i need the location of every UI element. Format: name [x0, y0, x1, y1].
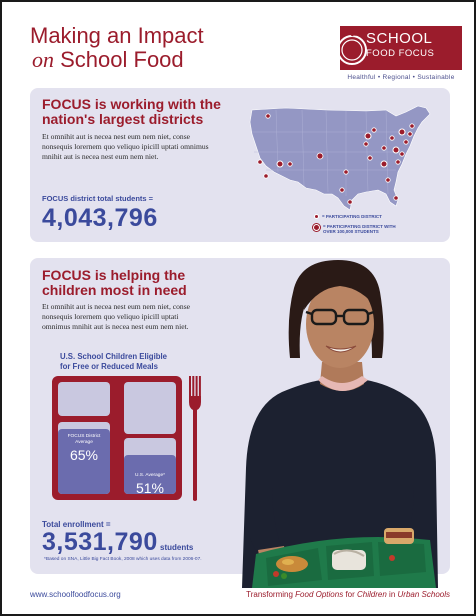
footnote: *Based on SNA, Little Big Fact Book, 200… [44, 557, 202, 562]
district-marker [367, 155, 373, 161]
districts-body-line3: mnihit aut is necea nest eum nem niet. [42, 152, 159, 161]
district-marker [287, 161, 293, 167]
us-bar-fill: U.S. Average* 51% [124, 454, 176, 496]
district-marker [316, 152, 324, 160]
district-marker [399, 151, 405, 157]
focus-caption-line1: FOCUS District [67, 434, 101, 440]
large-district-marker [380, 160, 388, 168]
focus-bar-fill: FOCUS District Average 65% [58, 429, 110, 494]
district-markers [257, 113, 415, 205]
enrollment-unit: students [160, 543, 194, 552]
district-total-value: 4,043,796 [42, 204, 158, 232]
district-marker [265, 113, 271, 119]
title-line2: on School Food [30, 48, 204, 72]
legend-large-line1: = PARTICIPATING DISTRICT WITH [323, 224, 396, 229]
districts-heading-line2: nation's largest districts [42, 111, 204, 127]
legend-large-line2: OVER 100,000 STUDENTS [323, 229, 379, 234]
districts-body-line2: nonsequis lorernem quo veliquo ipicill u… [42, 142, 209, 151]
large-district-marker [392, 146, 400, 154]
slogan-part: for [345, 590, 355, 599]
slogan-part-italic: Food Options [295, 590, 344, 599]
district-marker [339, 187, 345, 193]
districts-heading-line1: FOCUS is working with the [42, 96, 221, 112]
legend-large-district: = PARTICIPATING DISTRICT WITH OVER 100,0… [313, 224, 396, 234]
legend-participating-text: = PARTICIPATING DISTRICT [322, 214, 382, 219]
large-dot-icon [313, 224, 320, 231]
slogan-part: in [389, 590, 396, 599]
focus-bar-track: FOCUS District Average 65% [58, 422, 110, 494]
lunch-tray-chart: FOCUS District Average 65% U.S. Average*… [52, 376, 182, 500]
district-marker [409, 123, 415, 129]
page-title: Making an Impact on School Food [30, 24, 204, 72]
focus-value: 65% [69, 447, 99, 464]
us-bar-track: U.S. Average* 51% [124, 438, 176, 496]
slogan-part: Transforming [246, 590, 293, 599]
tray-compartment [58, 382, 110, 416]
footer-slogan: Transforming Food Options for Children i… [220, 590, 450, 599]
large-district-marker [276, 160, 284, 168]
district-marker [263, 173, 269, 179]
logo-wordmark: SCHOOL FOOD FOCUS [366, 31, 434, 61]
us-map-shape [249, 105, 431, 211]
district-marker [371, 127, 377, 133]
district-marker [347, 199, 353, 205]
district-marker [407, 131, 413, 137]
logo-line1: SCHOOL [366, 30, 433, 47]
district-marker [393, 195, 399, 201]
fork-icon [189, 376, 201, 501]
slogan-part-italic: Urban Schools [397, 590, 450, 599]
us-caption: U.S. Average* [134, 472, 166, 478]
enrollment-value: 3,531,790 [42, 528, 158, 556]
districts-heading: FOCUS is working with the nation's large… [42, 97, 221, 127]
footer-website-link[interactable]: www.schoolfoodfocus.org [30, 590, 121, 599]
district-marker [257, 159, 263, 165]
district-marker [381, 145, 387, 151]
apple-logo-icon [337, 28, 367, 65]
districts-body: Et omnihit aut is necea nest eum nem nie… [42, 132, 209, 162]
focus-caption: FOCUS District Average [58, 434, 110, 446]
us-map [249, 105, 431, 211]
large-district-marker [364, 132, 372, 140]
children-heading-line1: FOCUS is helping the [42, 267, 186, 283]
children-body-line1: Et omnihit aut is necea nest eum nem nie… [42, 302, 191, 311]
us-value: 51% [135, 479, 165, 496]
small-dot-icon [314, 214, 319, 219]
logo-line2: FOOD FOCUS [366, 48, 435, 59]
tray-compartment [124, 382, 176, 434]
districts-body-line1: Et omnihit aut is necea nest eum nem nie… [42, 132, 191, 141]
district-marker [395, 159, 401, 165]
slogan-part-italic: Children [357, 590, 387, 599]
district-marker [385, 177, 391, 183]
school-food-focus-logo: SCHOOL FOOD FOCUS [337, 26, 462, 70]
focus-caption-line2: Average [75, 440, 93, 446]
children-heading-line2: children most in need [42, 282, 187, 298]
title-on: on [32, 47, 54, 72]
district-marker [363, 141, 369, 147]
district-marker [403, 139, 409, 145]
children-body-line3: omnimus mnihit aut is necea nest eum nem… [42, 322, 189, 331]
title-line1: Making an Impact [30, 23, 204, 48]
student-photo [242, 260, 438, 588]
chart-title-line2: for Free or Reduced Meals [60, 362, 158, 371]
title-line2-rest: School Food [60, 47, 184, 72]
large-district-markers [276, 128, 406, 168]
district-marker [343, 169, 349, 175]
enrollment-label: Total enrollment = [42, 520, 111, 529]
legend-large-text: = PARTICIPATING DISTRICT WITH OVER 100,0… [323, 224, 396, 234]
district-marker [389, 135, 395, 141]
chart-title-line1: U.S. School Children Eligible [60, 352, 168, 361]
chart-title: U.S. School Children Eligible for Free o… [60, 352, 167, 372]
large-district-marker [398, 128, 406, 136]
children-body-line2: nonsequis lorernem quo veliquo ipicill u… [42, 312, 179, 321]
district-total-label: FOCUS district total students = [42, 194, 154, 203]
logo-tagline: Healthful • Regional • Sustainable [347, 74, 455, 81]
children-body: Et omnihit aut is necea nest eum nem nie… [42, 302, 190, 332]
children-heading: FOCUS is helping the children most in ne… [42, 268, 187, 298]
legend-participating: = PARTICIPATING DISTRICT [314, 214, 382, 219]
